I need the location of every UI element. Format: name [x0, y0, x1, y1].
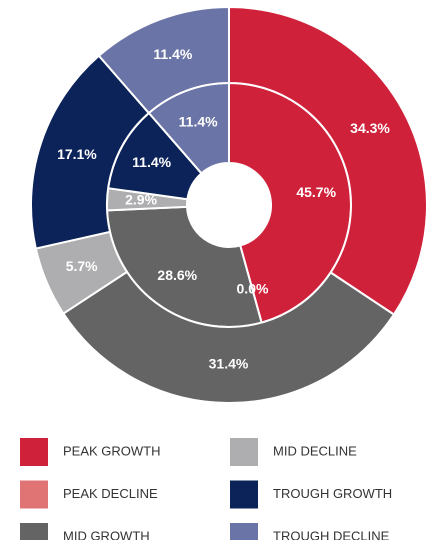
- data-label: 31.4%: [209, 356, 249, 372]
- legend-swatch: [20, 523, 48, 540]
- data-label: 17.1%: [57, 146, 97, 162]
- legend-label: PEAK DECLINE: [63, 486, 158, 501]
- donut-slice: [97, 5, 230, 115]
- data-label: 45.7%: [296, 184, 336, 200]
- data-label: 11.4%: [179, 113, 218, 129]
- legend-label: MID DECLINE: [273, 443, 357, 458]
- data-label: 11.4%: [132, 154, 171, 170]
- data-label: 5.7%: [66, 258, 98, 274]
- legend-label: MID GROWTH: [63, 528, 150, 540]
- legend-label: TROUGH GROWTH: [273, 486, 392, 501]
- data-label: 11.4%: [153, 46, 192, 62]
- legend-swatch: [230, 438, 258, 466]
- legend-swatch: [230, 523, 258, 540]
- legend-swatch: [20, 438, 48, 466]
- legend-label: TROUGH DECLINE: [273, 528, 390, 540]
- legend-swatch: [20, 480, 48, 509]
- data-label: 0.0%: [237, 281, 269, 297]
- data-label: 2.9%: [125, 192, 157, 208]
- data-label: 34.3%: [350, 120, 390, 136]
- legend-swatch: [230, 480, 258, 509]
- donut-slice: [62, 270, 396, 404]
- data-label: 28.6%: [157, 267, 197, 283]
- donut-slice: [228, 5, 428, 316]
- legend-label: PEAK GROWTH: [63, 443, 161, 458]
